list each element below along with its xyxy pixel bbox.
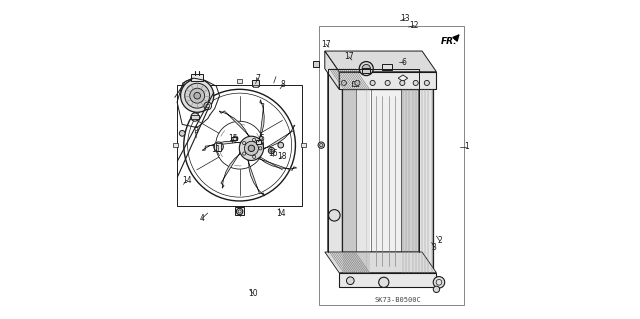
Polygon shape [259,100,264,140]
Bar [255,140,261,144]
Circle shape [268,147,275,154]
Text: 16: 16 [268,149,278,158]
Text: 11: 11 [212,145,221,154]
Polygon shape [324,252,436,273]
Polygon shape [419,69,433,273]
Bar [382,64,392,70]
Polygon shape [328,69,371,273]
Circle shape [341,80,346,85]
Text: 12: 12 [410,21,419,30]
Polygon shape [324,51,339,89]
Bar [253,85,259,87]
Polygon shape [398,75,408,81]
Circle shape [248,145,255,152]
Text: 14: 14 [276,209,286,218]
Circle shape [278,142,284,148]
Circle shape [214,142,223,152]
Circle shape [180,79,214,112]
Circle shape [400,80,405,85]
Polygon shape [328,252,433,273]
Polygon shape [221,152,241,188]
Polygon shape [339,72,436,89]
Polygon shape [247,160,264,196]
Text: 9: 9 [193,126,198,135]
Text: FR.: FR. [440,37,457,46]
Circle shape [362,64,371,73]
Text: 10: 10 [248,289,258,298]
Bar [313,61,319,67]
Polygon shape [328,69,342,273]
Text: 17: 17 [321,40,330,48]
Circle shape [194,93,200,99]
Circle shape [413,80,419,85]
Polygon shape [401,89,433,273]
Text: 3: 3 [432,243,436,252]
Circle shape [236,208,243,215]
Text: 1: 1 [464,142,468,151]
Bar [173,143,179,147]
Bar [362,68,370,73]
Bar [237,207,242,211]
Circle shape [370,80,375,85]
Bar [301,143,306,147]
Text: 8: 8 [281,80,285,89]
Polygon shape [202,142,241,150]
Bar [352,81,358,86]
Bar [235,207,244,215]
Polygon shape [264,125,295,150]
Circle shape [179,130,185,136]
Circle shape [191,113,199,121]
Circle shape [237,209,242,214]
Circle shape [355,80,360,85]
Bar [216,143,221,151]
Text: 15: 15 [228,134,238,143]
Bar [319,26,463,305]
Bar [237,79,242,83]
Circle shape [379,277,389,287]
Circle shape [346,277,354,285]
Text: 17: 17 [344,52,353,61]
Circle shape [424,80,429,85]
Polygon shape [257,158,297,170]
Text: 7: 7 [255,74,260,83]
Circle shape [239,136,264,160]
Circle shape [328,210,340,221]
Text: 4: 4 [200,214,204,223]
Polygon shape [339,273,436,287]
Text: 13: 13 [401,14,410,23]
Circle shape [385,80,390,85]
Circle shape [359,62,373,76]
Circle shape [204,102,212,110]
Circle shape [318,142,324,148]
Text: 18: 18 [278,152,287,161]
Circle shape [433,277,445,288]
Text: 14: 14 [182,176,191,185]
Bar [191,115,199,119]
Text: SK73-B0500C: SK73-B0500C [375,298,422,303]
Bar [177,85,302,206]
Circle shape [433,286,440,293]
Text: 2: 2 [437,236,442,245]
Bar [252,80,259,86]
Polygon shape [324,51,436,72]
Circle shape [185,83,210,108]
Bar [231,137,237,140]
Polygon shape [371,89,401,273]
Text: 5: 5 [259,134,264,143]
Polygon shape [219,111,250,137]
Polygon shape [328,69,433,89]
Circle shape [189,88,205,103]
Bar [191,74,203,81]
Circle shape [244,141,259,155]
Text: 6: 6 [401,58,406,67]
